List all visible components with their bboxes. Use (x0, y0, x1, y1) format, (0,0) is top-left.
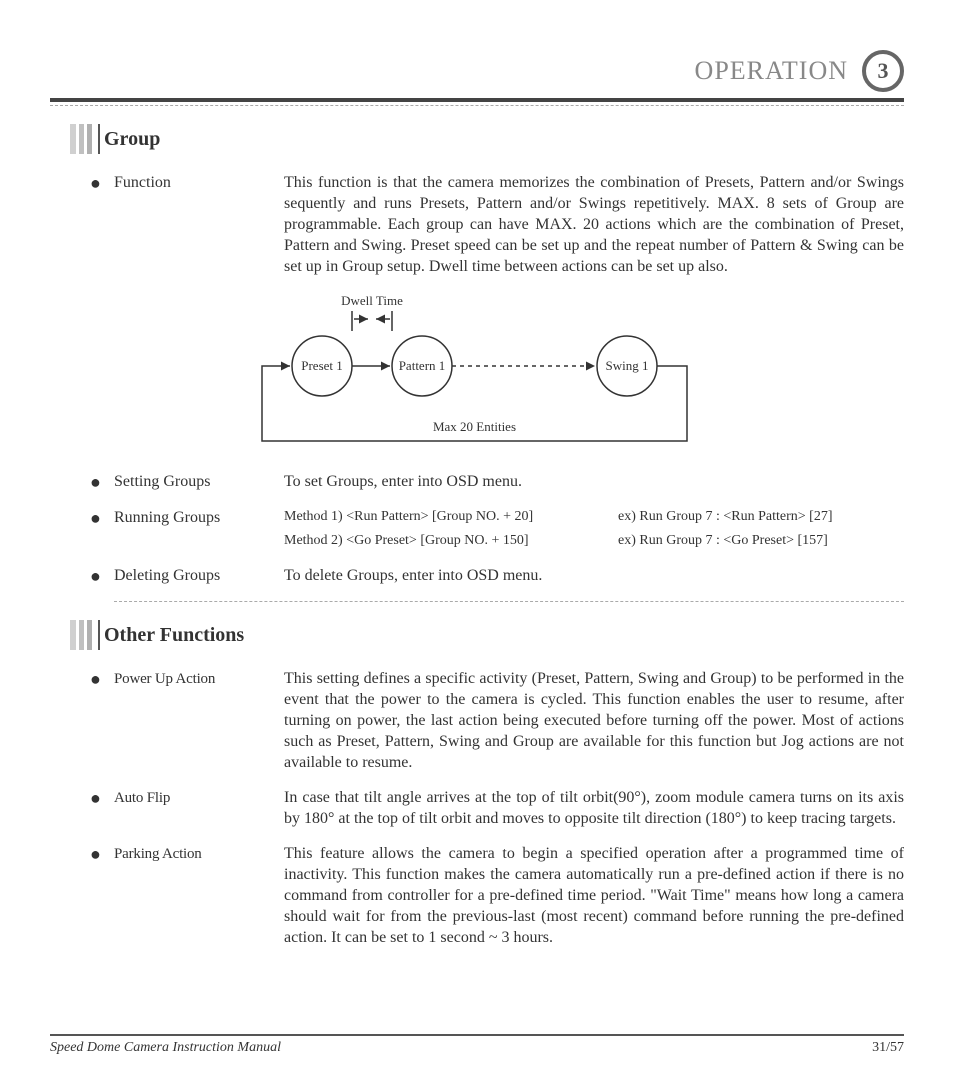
item-label: Parking Action (114, 843, 284, 865)
item-label: Running Groups (114, 507, 284, 529)
item-auto-flip: ● Auto Flip In case that tilt angle arri… (50, 787, 904, 829)
item-label: Function (114, 172, 284, 194)
flow-diagram-svg: Dwell Time Preset 1 Pattern 1 Swing 1 Max 20… (257, 291, 697, 451)
footer-manual-title: Speed Dome Camera Instruction Manual (50, 1040, 281, 1056)
svg-text:Swing 1: Swing 1 (606, 358, 649, 373)
item-label: Auto Flip (114, 787, 284, 809)
section-heading-other: Other Functions (70, 620, 904, 650)
bullet-icon: ● (90, 507, 114, 529)
bullet-icon: ● (90, 843, 114, 865)
item-power-up: ● Power Up Action This setting defines a… (50, 668, 904, 773)
svg-text:Max 20 Entities: Max 20 Entities (433, 419, 516, 434)
footer-page-number: 31/57 (872, 1040, 904, 1056)
item-running-groups: ● Running Groups Method 1) <Run Pattern>… (50, 507, 904, 551)
item-setting-groups: ● Setting Groups To set Groups, enter in… (50, 471, 904, 493)
bullet-icon: ● (90, 668, 114, 690)
svg-text:Dwell Time: Dwell Time (341, 293, 403, 308)
item-function: ● Function This function is that the cam… (50, 172, 904, 277)
item-body: Method 1) <Run Pattern> [Group NO. + 20]… (284, 507, 904, 551)
section-divider (114, 601, 904, 602)
bullet-icon: ● (90, 471, 114, 493)
item-deleting-groups: ● Deleting Groups To delete Groups, ente… (50, 565, 904, 587)
item-label: Setting Groups (114, 471, 284, 493)
header-dashed-rule (50, 105, 904, 106)
item-body: This setting defines a specific activity… (284, 668, 904, 773)
method1-cmd: Method 1) <Run Pattern> [Group NO. + 20] (284, 507, 604, 527)
item-body: This feature allows the camera to begin … (284, 843, 904, 948)
method1-ex: ex) Run Group 7 : <Run Pattern> [27] (618, 507, 904, 527)
page-footer: Speed Dome Camera Instruction Manual 31/… (50, 1034, 904, 1056)
header-title: OPERATION (695, 56, 848, 86)
method2-cmd: Method 2) <Go Preset> [Group NO. + 150] (284, 531, 604, 551)
item-body: In case that tilt angle arrives at the t… (284, 787, 904, 829)
page-header: OPERATION 3 (50, 50, 904, 92)
heading-decoration (70, 124, 92, 154)
item-parking-action: ● Parking Action This feature allows the… (50, 843, 904, 948)
item-body: To delete Groups, enter into OSD menu. (284, 565, 904, 586)
bullet-icon: ● (90, 787, 114, 809)
header-rule (50, 98, 904, 102)
section-heading-group: Group (70, 124, 904, 154)
heading-text: Group (98, 124, 160, 154)
item-label: Power Up Action (114, 668, 284, 690)
svg-text:Preset 1: Preset 1 (301, 358, 343, 373)
svg-text:Pattern 1: Pattern 1 (399, 358, 446, 373)
group-flow-diagram: Dwell Time Preset 1 Pattern 1 Swing 1 Max 20… (50, 291, 904, 451)
bullet-icon: ● (90, 172, 114, 194)
chapter-badge: 3 (862, 50, 904, 92)
heading-text: Other Functions (98, 620, 244, 650)
heading-decoration (70, 620, 92, 650)
item-body: To set Groups, enter into OSD menu. (284, 471, 904, 492)
bullet-icon: ● (90, 565, 114, 587)
method2-ex: ex) Run Group 7 : <Go Preset> [157] (618, 531, 904, 551)
item-label: Deleting Groups (114, 565, 284, 587)
item-body: This function is that the camera memoriz… (284, 172, 904, 277)
